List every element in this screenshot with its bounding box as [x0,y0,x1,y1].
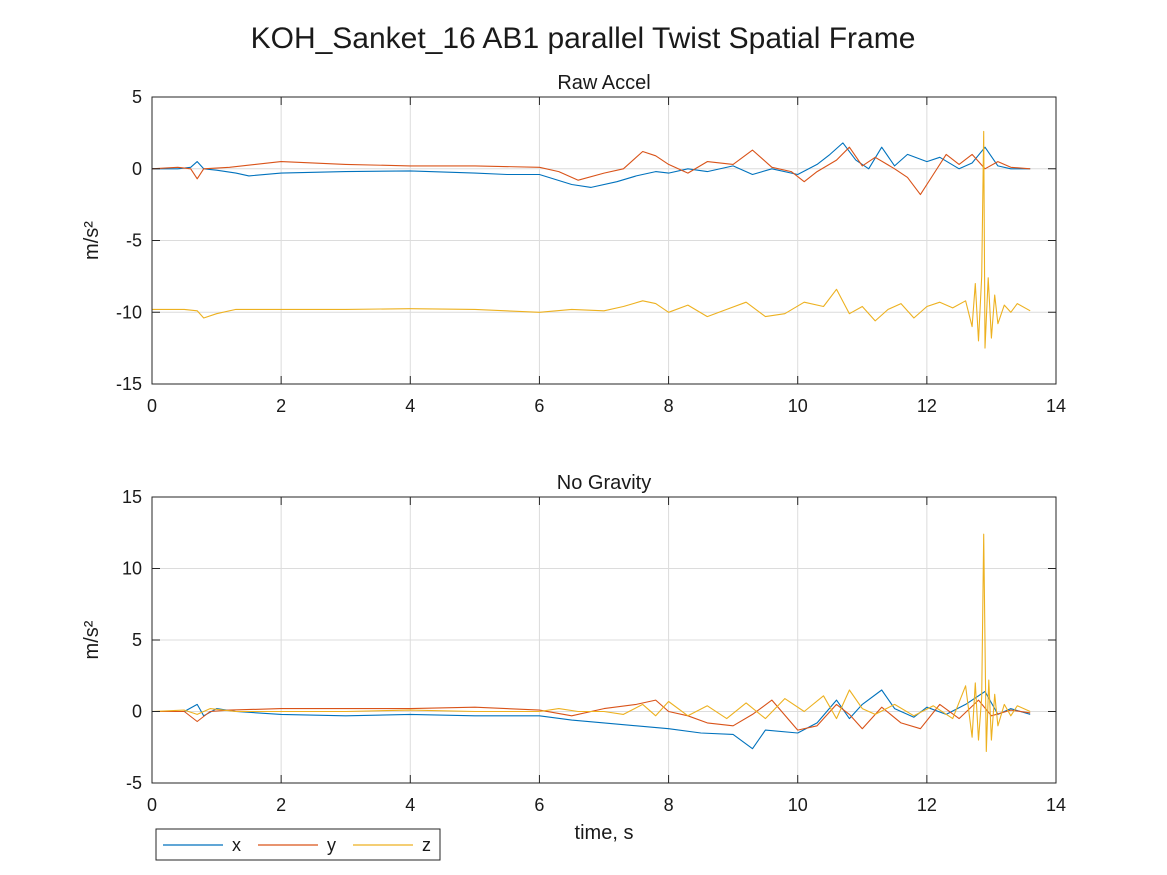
series-line-z [152,533,1031,753]
y-tick-label: 5 [132,87,142,107]
y-axis-label: m/s² [81,221,103,260]
x-tick-label: 10 [788,795,808,815]
series-line-x [152,142,1031,188]
y-tick-label: 10 [122,559,142,579]
y-tick-label: -10 [116,302,142,322]
y-tick-label: 5 [132,630,142,650]
x-tick-label: 14 [1046,795,1066,815]
x-tick-label: 14 [1046,396,1066,416]
x-tick-label: 10 [788,396,808,416]
x-tick-label: 8 [664,795,674,815]
x-tick-label: 12 [917,396,937,416]
legend-label-x: x [232,835,241,855]
x-tick-label: 0 [147,396,157,416]
x-tick-label: 2 [276,795,286,815]
figure-title: KOH_Sanket_16 AB1 parallel Twist Spatial… [251,22,916,55]
axes-title: No Gravity [557,472,651,494]
legend-label-y: y [327,835,336,855]
legend: x y z [155,828,441,861]
x-tick-label: 8 [664,396,674,416]
x-tick-label: 12 [917,795,937,815]
y-tick-label: 0 [132,702,142,722]
y-tick-label: -5 [126,773,142,793]
x-tick-label: 0 [147,795,157,815]
x-tick-label: 2 [276,396,286,416]
y-tick-label: 15 [122,487,142,507]
y-tick-label: 0 [132,159,142,179]
y-axis-label: m/s² [81,620,103,659]
series-line-y [152,699,1031,731]
y-tick-label: -15 [116,374,142,394]
x-tick-label: 4 [405,795,415,815]
series-line-z [152,130,1031,349]
series-line-x [152,689,1031,750]
x-tick-label: 6 [534,795,544,815]
legend-label-z: z [422,835,431,855]
x-tick-label: 6 [534,396,544,416]
x-tick-label: 4 [405,396,415,416]
series-line-y [152,146,1031,196]
y-tick-label: -5 [126,231,142,251]
raw-accel-axes: 0 2 4 6 8 10 12 14 -15 -10 -5 0 5 Raw Accel m/s² [81,72,1066,416]
axes-title: Raw Accel [557,72,650,94]
x-axis-label: time, s [575,822,634,844]
